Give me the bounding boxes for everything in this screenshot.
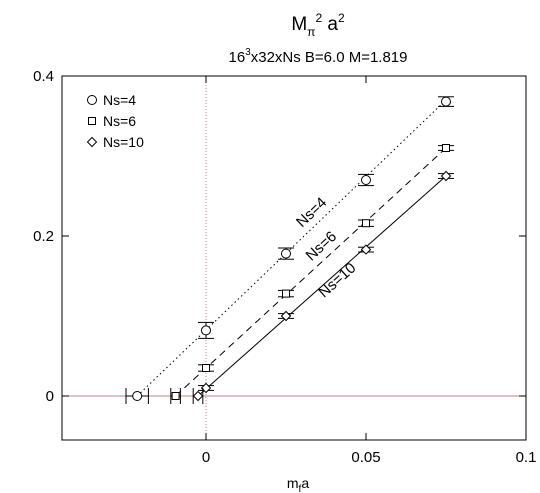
data-points [125,96,454,404]
point-ns6 [442,144,450,152]
point-ns4 [201,325,211,336]
y-tick-label: 0.2 [33,228,54,245]
point-ns10 [440,170,452,182]
point-ns10 [200,382,212,394]
point-ns10 [280,310,292,322]
point-extrapolated-ns6 [171,392,180,400]
point-extrapolated-ns4 [132,391,143,401]
plot-frame [61,75,527,441]
point-ns6 [282,289,290,298]
legend-marker-ns4 [87,95,97,105]
x-tick-label: 0.1 [516,449,537,466]
x-tick-label: 0.05 [351,449,380,466]
point-ns4 [441,96,451,107]
fit-line-ns4 [136,99,447,397]
line-labels: Ns=4Ns=6Ns=10 [293,194,359,301]
line-label-ns6: Ns=6 [303,228,341,264]
point-ns10 [360,244,372,255]
point-ns4 [361,175,371,185]
legend: Ns=4 Ns=6 Ns=10 [86,92,144,150]
fit-line-ns6 [175,147,447,397]
x-tick-label: 0 [202,449,210,466]
legend-marker-ns6 [88,117,96,125]
reference-lines [62,76,526,440]
y-tick-label: 0.4 [33,68,54,85]
point-ns6 [362,219,370,228]
legend-label-ns4: Ns=4 [103,92,136,108]
line-label-ns10: Ns=10 [315,259,359,301]
fit-lines [136,99,447,397]
point-ns4 [281,248,291,259]
fit-line-ns10 [197,175,447,397]
point-ns6 [202,364,210,372]
point-extrapolated-ns10 [192,390,204,402]
line-label-ns4: Ns=4 [293,194,330,231]
chart-subtitle: 163x32xNs B=6.0 M=1.819 [228,47,407,66]
y-tick-label: 0 [46,388,54,405]
chart-title: Mπ2 a2 [291,11,345,39]
legend-marker-ns10 [86,136,98,148]
legend-label-ns6: Ns=6 [103,113,136,129]
x-axis-label: mfa [287,475,309,493]
legend-label-ns10: Ns=10 [103,134,144,150]
axis-ticks: 0 0.05 0.1 0 0.2 0.4 [33,68,536,466]
